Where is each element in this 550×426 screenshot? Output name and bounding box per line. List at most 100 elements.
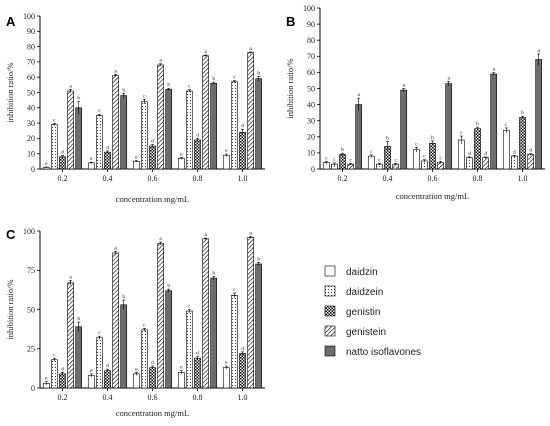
chart-panel-a: A 0 10 20 30 40 50 60 70 80 90 100 0.2 e c d a b 0.4 e c d a b 0… [5, 12, 265, 204]
chart-c-significance-letter: c [143, 322, 146, 328]
chart-b-significance-letter: c [333, 157, 336, 163]
chart-c-significance-letter: e [45, 376, 48, 382]
chart-c-bar [255, 263, 263, 389]
chart-c-bar [96, 337, 103, 389]
chart-a-y-tick-label: 60 [27, 73, 35, 82]
chart-c-significance-letter: d [196, 351, 199, 357]
chart-c-significance-letter: e [90, 368, 93, 374]
chart-c-bar [194, 357, 201, 389]
chart-a-bar [132, 161, 140, 170]
chart-c-significance-letter: b [122, 294, 125, 300]
chart-a-y-tick-label: 40 [27, 104, 35, 113]
chart-a-bar [157, 64, 164, 170]
chart-a-significance-letter: a [204, 49, 207, 55]
chart-c-bar [75, 326, 83, 389]
legend-swatch-diagonal [324, 325, 336, 337]
chart-a-bar [231, 81, 238, 170]
chart-b-bar [482, 157, 489, 170]
chart-c-significance-letter: a [114, 245, 117, 251]
chart-a-x-tick-label: 0.4 [103, 174, 113, 183]
chart-c-significance-letter: a [159, 236, 162, 242]
chart-a-significance-letter: a [114, 68, 117, 74]
chart-c-y-tick-label: 25 [27, 345, 35, 354]
chart-c-significance-letter: a [69, 274, 72, 280]
chart-a-significance-letter: b [167, 82, 170, 88]
chart-c-significance-letter: c [98, 330, 101, 336]
chart-b-significance-letter: c [505, 122, 508, 128]
chart-b-y-tick-label: 100 [303, 4, 315, 13]
chart-a-x-tick-label: 0.8 [193, 174, 203, 183]
chart-a-significance-letter: a [159, 58, 162, 64]
chart-c-significance-letter: c [53, 352, 56, 358]
chart-a-y-tick-label: 10 [27, 150, 35, 159]
chart-b-bar [519, 117, 526, 170]
chart-panel-c: C 0 25 50 75 100 0.2 e c d a b 0.4 e c d a b 0.6 e c d a b 0.8 e c… [5, 227, 265, 418]
chart-c-bar [177, 371, 185, 389]
chart-b-y-tick-label: 60 [307, 68, 315, 77]
chart-a-bar [75, 107, 83, 170]
legend-label: natto isoflavones [346, 347, 421, 358]
legend-swatch-white [324, 265, 336, 277]
chart-a-significance-letter: d [241, 123, 244, 129]
chart-b-significance-letter: c [325, 155, 328, 161]
chart-c-significance-letter: e [180, 365, 183, 371]
chart-a-x-tick-label: 0.2 [58, 174, 68, 183]
legend-label: genistin [346, 307, 380, 318]
chart-b-significance-letter: d [468, 151, 471, 157]
chart-a-bar [247, 52, 254, 170]
legend-label: daidzein [346, 287, 383, 298]
chart-b-bar [400, 89, 408, 170]
chart-b-significance-letter: d [513, 149, 516, 155]
chart-b-significance-letter: b [386, 136, 389, 142]
chart-c-significance-letter: b [257, 256, 260, 262]
chart-a-significance-letter: e [180, 151, 183, 157]
chart-a-significance-letter: a [69, 83, 72, 89]
chart-c-bar [112, 252, 119, 389]
chart-b-x-tick-label: 0.2 [338, 174, 348, 183]
chart-a-bar [255, 78, 263, 170]
legend-label: daidzin [346, 267, 378, 278]
chart-b-significance-letter: c [378, 157, 381, 163]
chart-c-significance-letter: e [225, 360, 228, 366]
chart-a-x-tick-label: 0.6 [148, 174, 158, 183]
chart-b-y-tick-label: 50 [307, 84, 315, 93]
chart-a-y-tick-label: 90 [27, 27, 35, 36]
chart-b-significance-letter: b [521, 110, 524, 116]
chart-c-bar [59, 373, 66, 389]
chart-a-significance-letter: e [90, 156, 93, 162]
chart-a-significance-letter: b [77, 96, 80, 102]
chart-c-significance-letter: d [241, 346, 244, 352]
chart-b-significance-letter: c [439, 155, 442, 161]
chart-b-significance-letter: c [394, 157, 397, 163]
chart-a-bar [67, 90, 74, 170]
chart-c-y-tick-label: 75 [27, 266, 35, 275]
chart-b-bar [527, 154, 534, 170]
chart-c-y-tick-label: 0 [31, 384, 35, 393]
chart-b-significance-letter: a [537, 48, 540, 54]
chart-a-bar [165, 89, 173, 170]
chart-c-y-tick-label: 50 [27, 305, 35, 314]
legend-swatch-dots [324, 285, 336, 297]
chart-c-bar [87, 375, 95, 389]
chart-b-y-tick-label: 10 [307, 149, 315, 158]
chart-a-bar [120, 95, 128, 170]
chart-b-y-tick-label: 80 [307, 36, 315, 45]
legend-label: genistein [346, 327, 386, 338]
chart-b-significance-letter: a [492, 67, 495, 73]
chart-c-x-tick-label: 0.8 [193, 393, 203, 402]
chart-a-y-axis-label: inhibition ratio/% [5, 62, 15, 122]
chart-b-panel-label: B [286, 14, 295, 29]
chart-c-bar [67, 282, 74, 389]
chart-a-significance-letter: e [45, 161, 48, 167]
chart-c-bar [186, 310, 193, 389]
chart-c-significance-letter: b [212, 271, 215, 277]
chart-a-bar [222, 154, 230, 170]
chart-c-bar [132, 373, 140, 389]
chart-c-bar [141, 329, 148, 389]
chart-a-bar [87, 162, 95, 170]
chart-c-x-tick-label: 1.0 [238, 393, 248, 402]
chart-c-significance-letter: d [151, 360, 154, 366]
chart-a-significance-letter: c [53, 117, 56, 123]
chart-a-y-tick-label: 20 [27, 134, 35, 143]
chart-b-significance-letter: a [447, 75, 450, 81]
